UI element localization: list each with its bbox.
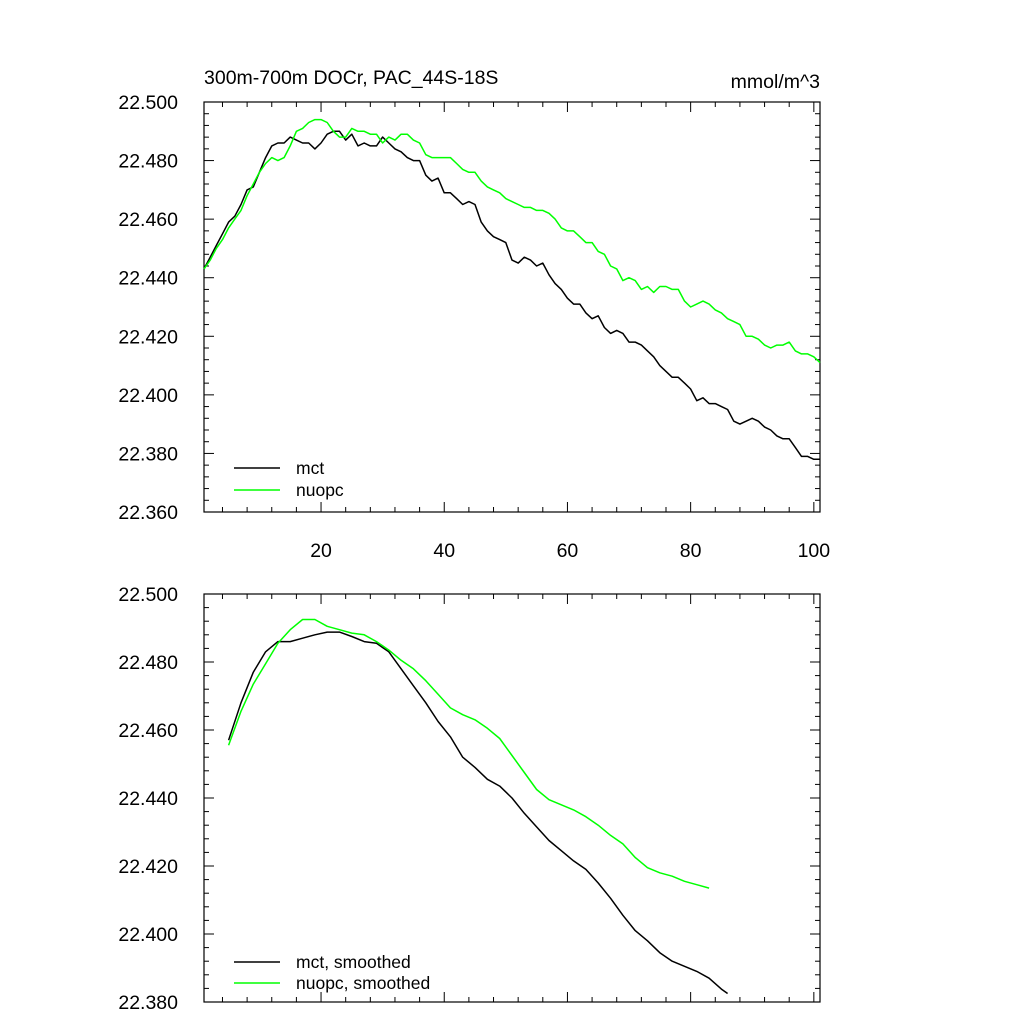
x-tick-label: 100 (798, 540, 831, 562)
y-tick-label: 22.480 (118, 151, 178, 173)
y-tick-label: 22.500 (118, 584, 178, 606)
y-tick-label: 22.440 (118, 788, 178, 810)
series-line-mct-smoothed (227, 631, 729, 995)
legend-label: nuopc (296, 480, 344, 500)
x-tick-label: 20 (310, 540, 332, 562)
x-tick-label: 40 (433, 540, 455, 562)
y-tick-label: 22.380 (118, 992, 178, 1014)
y-tick-label: 22.400 (118, 924, 178, 946)
x-tick-label: 80 (680, 540, 702, 562)
y-tick-label: 22.400 (118, 385, 178, 407)
series-line-nuopc (203, 118, 821, 364)
y-tick-label: 22.420 (118, 326, 178, 348)
bottom-panel: 22.380 22.400 22.420 22.440 22.460 22.480 22.5… (118, 584, 821, 1014)
y-tick-label: 22.380 (118, 443, 178, 465)
y-tick-label: 22.500 (118, 92, 178, 114)
y-tick-label: 22.420 (118, 856, 178, 878)
plot-frame (203, 101, 821, 513)
legend-label: mct (296, 458, 324, 478)
y-tick-label: 22.460 (118, 209, 178, 231)
chart-title: 300m-700m DOCr, PAC_44S-18S (204, 67, 498, 89)
series-line-nuopc-smoothed (227, 618, 710, 889)
legend-label: nuopc, smoothed (296, 973, 430, 993)
legend-label: mct, smoothed (296, 952, 411, 972)
y-tick-label: 22.360 (118, 502, 178, 524)
y-tick-label: 22.460 (118, 720, 178, 742)
y-tick-label: 22.480 (118, 652, 178, 674)
top-panel: 22.360 22.380 22.400 22.420 22.440 22.460 22.4… (118, 92, 830, 562)
units-label: mmol/m^3 (731, 71, 820, 93)
x-tick-label: 60 (557, 540, 579, 562)
y-tick-label: 22.440 (118, 268, 178, 290)
series-line-mct (203, 130, 820, 461)
